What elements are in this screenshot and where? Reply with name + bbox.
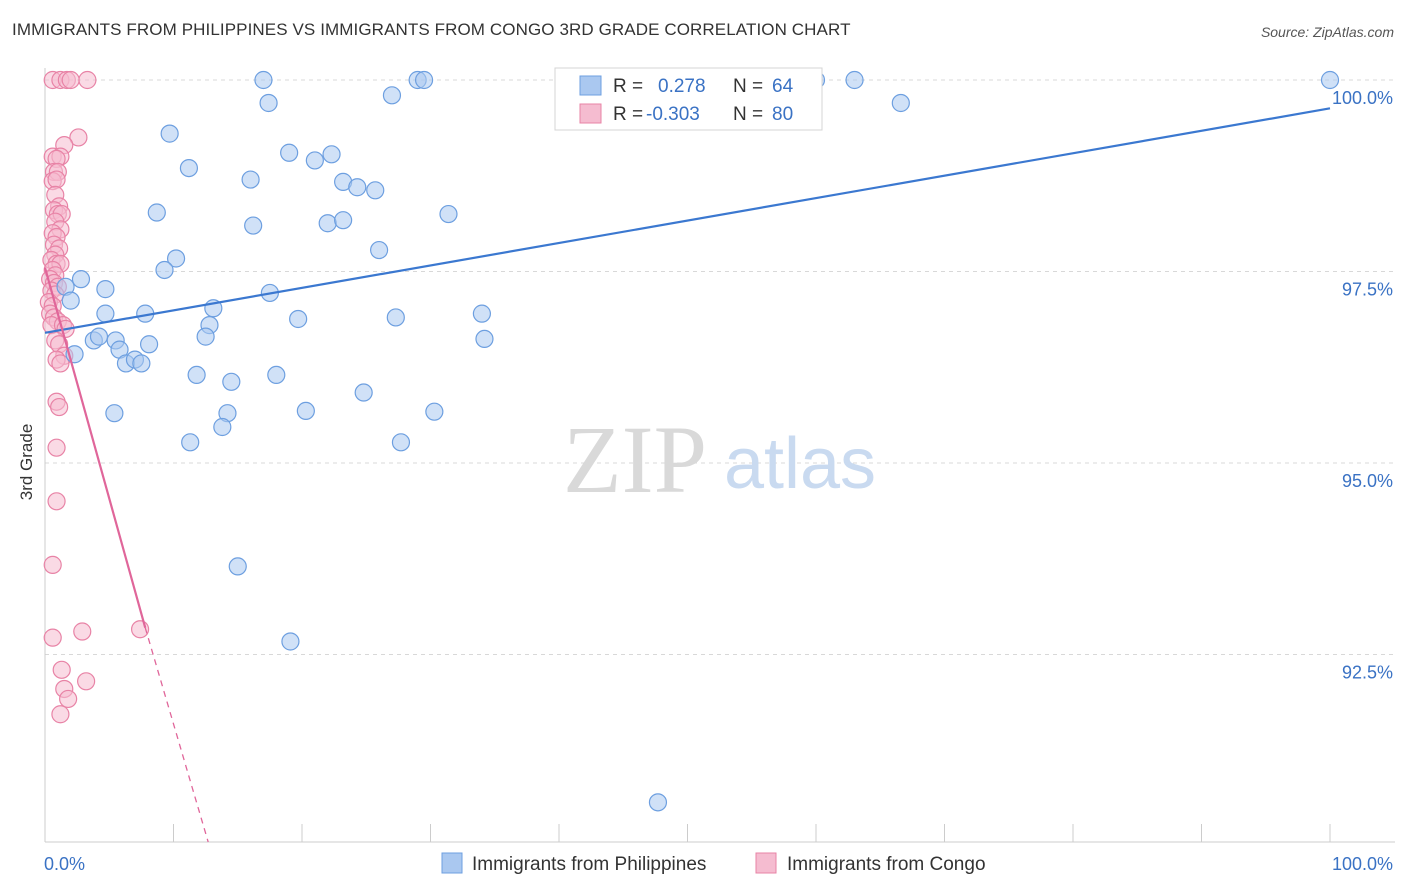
legend-label-philippines: Immigrants from Philippines	[472, 854, 706, 875]
congo-point-51	[47, 438, 66, 457]
watermark-zip: ZIP	[563, 406, 707, 513]
philippines-point-25	[155, 260, 174, 280]
congo-point-50	[50, 397, 69, 417]
philippines-point-6	[259, 93, 278, 113]
philippines-point-14	[241, 170, 260, 189]
congo-point-48	[51, 354, 70, 373]
philippines-point-38	[196, 327, 215, 346]
philippines-point-16	[348, 178, 367, 197]
philippines-point-9	[160, 124, 179, 143]
source-label: Source: ZipAtlas.com	[1260, 24, 1394, 40]
philippines-point-34	[289, 309, 308, 329]
philippines-point-13	[322, 145, 341, 164]
philippines-point-11	[280, 143, 299, 162]
stats-legend-swatch-pink	[579, 103, 602, 124]
philippines-point-22	[439, 204, 458, 224]
stats-r-value-blue: 0.278	[658, 76, 706, 97]
philippines-point-12	[305, 151, 324, 170]
philippines-point-61	[281, 632, 300, 651]
philippines-point-20	[318, 214, 337, 233]
philippines-point-56	[354, 383, 373, 402]
y-tick-label-1: 95.0%	[1342, 471, 1393, 491]
congo-point-60	[59, 689, 78, 709]
axes	[44, 68, 1395, 843]
philippines-point-19	[244, 216, 263, 235]
stats-r-label-pink: R =	[613, 104, 643, 125]
congo-point-52	[47, 492, 66, 511]
stats-legend-swatch-blue	[579, 75, 602, 96]
congo-point-4	[78, 70, 97, 90]
congo-point-53	[43, 555, 62, 574]
congo-point-13	[47, 170, 66, 189]
philippines-point-30	[61, 291, 80, 310]
philippines-point-42	[139, 335, 159, 354]
philippines-point-50	[222, 372, 241, 391]
philippines-point-8	[891, 93, 910, 113]
stats-r-label-blue: R =	[613, 76, 643, 97]
trend-line-philippines	[44, 107, 1331, 334]
philippines-point-24	[166, 249, 186, 268]
philippines-point-27	[96, 280, 115, 299]
trend-line-congo-extrapolated	[144, 627, 209, 843]
philippines-point-4	[845, 70, 864, 90]
philippines-point-36	[472, 304, 491, 323]
watermark-atlas: atlas	[724, 424, 876, 504]
congo-point-57	[52, 660, 71, 679]
stats-n-value-blue: 64	[772, 76, 794, 97]
series-congo-points	[39, 70, 150, 724]
philippines-point-59	[391, 433, 411, 452]
philippines-point-62	[648, 793, 668, 812]
x-tick-label-max: 100.0%	[1332, 854, 1393, 874]
philippines-point-52	[105, 404, 124, 423]
philippines-point-58	[181, 433, 200, 452]
philippines-point-60	[228, 557, 247, 576]
congo-point-5	[69, 128, 88, 147]
philippines-point-18	[147, 203, 166, 222]
philippines-point-51	[267, 365, 286, 385]
congo-point-58	[77, 672, 96, 691]
bottom-legend: Immigrants from Philippines Immigrants f…	[441, 852, 986, 875]
stats-n-label-blue: N =	[733, 76, 763, 97]
philippines-point-21	[334, 211, 353, 230]
y-tick-label-0: 92.5%	[1342, 663, 1393, 683]
philippines-point-31	[96, 304, 115, 323]
y-tick-label-3: 100.0%	[1332, 88, 1393, 108]
chart-title: IMMIGRANTS FROM PHILIPPINES VS IMMIGRANT…	[12, 20, 851, 39]
stats-legend: R = 0.278 N = 64 R = -0.303 N = 80	[554, 67, 823, 131]
philippines-point-49	[187, 365, 206, 385]
philippines-point-35	[386, 308, 405, 327]
philippines-point-57	[213, 417, 232, 437]
trend-lines	[43, 107, 1331, 843]
legend-label-congo: Immigrants from Congo	[787, 854, 986, 875]
gridlines	[45, 79, 1395, 655]
philippines-point-0	[254, 70, 273, 90]
legend-swatch-congo	[755, 852, 777, 874]
legend-swatch-philippines	[441, 852, 463, 874]
stats-n-label-pink: N =	[733, 104, 763, 125]
x-tick-label-min: 0.0%	[44, 854, 85, 874]
stats-r-value-pink: -0.303	[646, 104, 700, 125]
philippines-point-55	[425, 402, 444, 421]
y-axis-label: 3rd Grade	[17, 424, 36, 501]
stats-n-value-pink: 80	[772, 104, 793, 125]
philippines-point-17	[366, 181, 385, 200]
congo-point-3	[61, 70, 80, 90]
philippines-point-48	[132, 354, 151, 373]
philippines-point-43	[475, 329, 494, 349]
congo-point-55	[73, 622, 92, 641]
philippines-point-40	[89, 327, 109, 346]
trend-line-congo	[43, 267, 147, 628]
philippines-point-23	[370, 240, 389, 260]
philippines-point-54	[296, 401, 315, 421]
congo-point-61	[51, 705, 70, 724]
philippines-point-2	[414, 70, 434, 90]
philippines-point-26	[71, 270, 91, 289]
philippines-point-5	[1320, 70, 1340, 90]
congo-point-54	[43, 628, 62, 647]
philippines-point-7	[382, 86, 402, 105]
y-tick-label-2: 97.5%	[1342, 280, 1393, 300]
philippines-point-10	[179, 158, 199, 178]
y-tick-labels: 92.5% 95.0% 97.5% 100.0%	[1332, 88, 1393, 683]
